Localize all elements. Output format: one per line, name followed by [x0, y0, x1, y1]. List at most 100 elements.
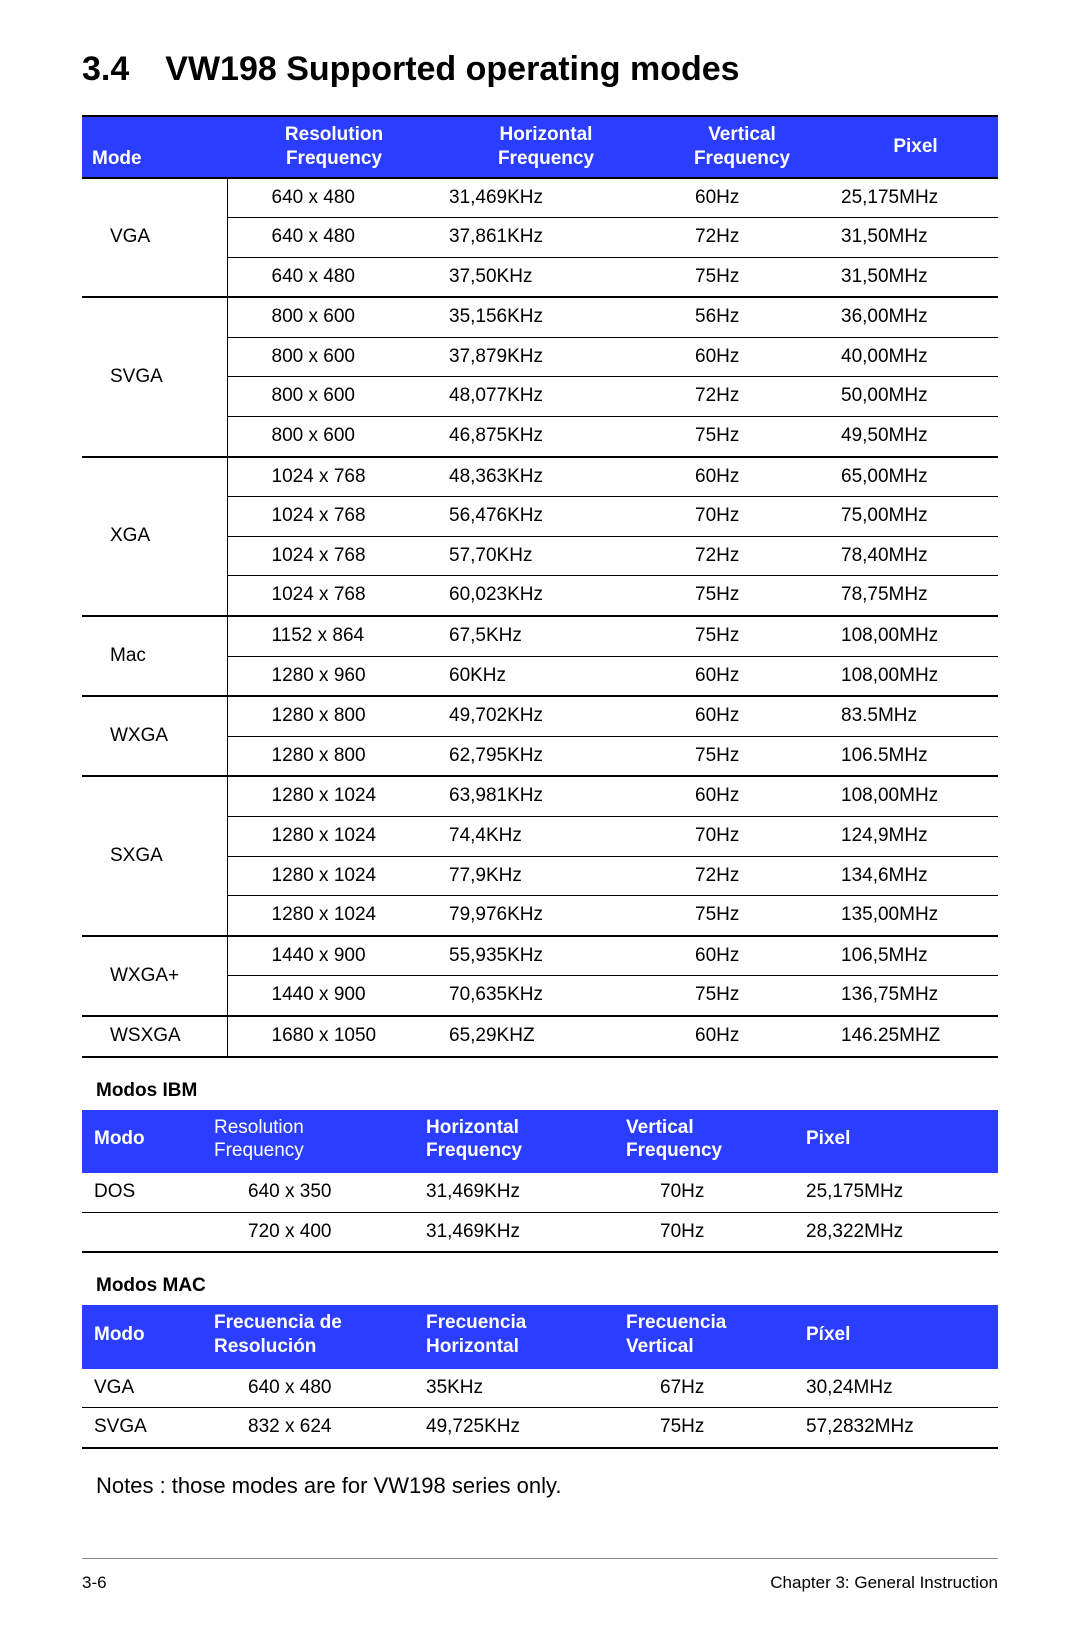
- cell: 70,635KHz: [439, 976, 651, 1016]
- cell: 1280 x 800: [227, 736, 439, 776]
- cell: 57,70KHz: [439, 536, 651, 576]
- cell: 46,875KHz: [439, 417, 651, 457]
- cell: 78,40MHz: [831, 536, 998, 576]
- cell: 62,795KHz: [439, 736, 651, 776]
- cell: 1280 x 800: [227, 696, 439, 736]
- footer-page: 3-6: [82, 1573, 107, 1593]
- notes-text: Notes : those modes are for VW198 series…: [96, 1473, 998, 1499]
- cell: 108,00MHz: [831, 776, 998, 816]
- mode-cell: SVGA: [82, 297, 227, 456]
- mode-cell: WXGA: [82, 696, 227, 776]
- cell: 640 x 480: [202, 1367, 414, 1408]
- cell: 1280 x 1024: [227, 817, 439, 857]
- section-number: 3.4: [82, 50, 129, 89]
- table-row: XGA1024 x 76848,363KHz60Hz65,00MHz: [82, 457, 998, 497]
- cell: 31,50MHz: [831, 257, 998, 297]
- cell: 60Hz: [651, 696, 831, 736]
- mode-cell: SXGA: [82, 776, 227, 935]
- cell: 49,50MHz: [831, 417, 998, 457]
- th-resolution: Frecuencia de Resolución: [202, 1305, 414, 1367]
- table-header-row: Modo ResolutionFrequency Horizontal Freq…: [82, 1110, 998, 1172]
- cell: 67Hz: [614, 1367, 794, 1408]
- cell: 60Hz: [651, 178, 831, 218]
- cell: 40,00MHz: [831, 337, 998, 377]
- cell: 640 x 350: [202, 1171, 414, 1212]
- cell: 1024 x 768: [227, 536, 439, 576]
- cell: 74,4KHz: [439, 817, 651, 857]
- cell: 60Hz: [651, 1016, 831, 1057]
- cell: 57,2832MHz: [794, 1408, 998, 1448]
- cell: 136,75MHz: [831, 976, 998, 1016]
- th-hfreq: Horizontal Frequency: [439, 116, 651, 178]
- table-header-row: Mode Resolution Frequency Horizontal Fre…: [82, 116, 998, 178]
- cell: 1152 x 864: [227, 616, 439, 656]
- cell: 35KHz: [414, 1367, 614, 1408]
- th-hfreq: Frecuencia Horizontal: [414, 1305, 614, 1367]
- cell: 60Hz: [651, 936, 831, 976]
- cell: 60Hz: [651, 457, 831, 497]
- th-vfreq: Vertical Frequency: [614, 1110, 794, 1172]
- cell: DOS: [82, 1171, 202, 1212]
- cell: 1280 x 1024: [227, 856, 439, 896]
- cell: 37,50KHz: [439, 257, 651, 297]
- cell: 75Hz: [651, 736, 831, 776]
- cell: 31,469KHz: [439, 178, 651, 218]
- cell: 135,00MHz: [831, 896, 998, 936]
- th-pixel: Pixel: [794, 1110, 998, 1172]
- cell: 65,00MHz: [831, 457, 998, 497]
- cell: 1024 x 768: [227, 576, 439, 616]
- cell: 124,9MHz: [831, 817, 998, 857]
- cell: [82, 1212, 202, 1252]
- cell: 1440 x 900: [227, 976, 439, 1016]
- cell: 25,175MHz: [831, 178, 998, 218]
- cell: 49,702KHz: [439, 696, 651, 736]
- th-resolution: ResolutionFrequency: [202, 1110, 414, 1172]
- cell: 56Hz: [651, 297, 831, 337]
- table-row: SVGA800 x 60035,156KHz56Hz36,00MHz: [82, 297, 998, 337]
- cell: 75Hz: [651, 417, 831, 457]
- cell: 72Hz: [651, 377, 831, 417]
- cell: 1680 x 1050: [227, 1016, 439, 1057]
- cell: 78,75MHz: [831, 576, 998, 616]
- cell: 60,023KHz: [439, 576, 651, 616]
- cell: 48,363KHz: [439, 457, 651, 497]
- cell: 640 x 480: [227, 178, 439, 218]
- table-row: 720 x 40031,469KHz70Hz28,322MHz: [82, 1212, 998, 1252]
- th-vfreq: Vertical Frequency: [651, 116, 831, 178]
- cell: 70Hz: [651, 497, 831, 537]
- table-row: SXGA1280 x 102463,981KHz60Hz108,00MHz: [82, 776, 998, 816]
- th-vfreq: Frecuencia Vertical: [614, 1305, 794, 1367]
- cell: 36,00MHz: [831, 297, 998, 337]
- th-resolution: Resolution Frequency: [227, 116, 439, 178]
- cell: 108,00MHz: [831, 616, 998, 656]
- footer-chapter: Chapter 3: General Instruction: [770, 1573, 998, 1593]
- cell: 60KHz: [439, 656, 651, 696]
- cell: 30,24MHz: [794, 1367, 998, 1408]
- cell: 70Hz: [614, 1212, 794, 1252]
- cell: 55,935KHz: [439, 936, 651, 976]
- cell: 48,077KHz: [439, 377, 651, 417]
- cell: 72Hz: [651, 856, 831, 896]
- table-row: WXGA+1440 x 90055,935KHz60Hz106,5MHz: [82, 936, 998, 976]
- th-mode: Modo: [82, 1305, 202, 1367]
- cell: 800 x 600: [227, 337, 439, 377]
- cell: 31,50MHz: [831, 218, 998, 258]
- cell: 800 x 600: [227, 417, 439, 457]
- cell: 35,156KHz: [439, 297, 651, 337]
- cell: 31,469KHz: [414, 1212, 614, 1252]
- cell: 63,981KHz: [439, 776, 651, 816]
- cell: 56,476KHz: [439, 497, 651, 537]
- cell: 67,5KHz: [439, 616, 651, 656]
- mode-cell: XGA: [82, 457, 227, 616]
- cell: 60Hz: [651, 776, 831, 816]
- mode-cell: VGA: [82, 178, 227, 298]
- table-row: WSXGA1680 x 105065,29KHZ60Hz146.25MHZ: [82, 1016, 998, 1057]
- mode-cell: Mac: [82, 616, 227, 696]
- th-hfreq: Horizontal Frequency: [414, 1110, 614, 1172]
- cell: 1280 x 1024: [227, 776, 439, 816]
- cell: 75Hz: [651, 976, 831, 1016]
- cell: 1024 x 768: [227, 457, 439, 497]
- table-row: DOS640 x 35031,469KHz70Hz25,175MHz: [82, 1171, 998, 1212]
- cell: 1440 x 900: [227, 936, 439, 976]
- cell: 75Hz: [651, 616, 831, 656]
